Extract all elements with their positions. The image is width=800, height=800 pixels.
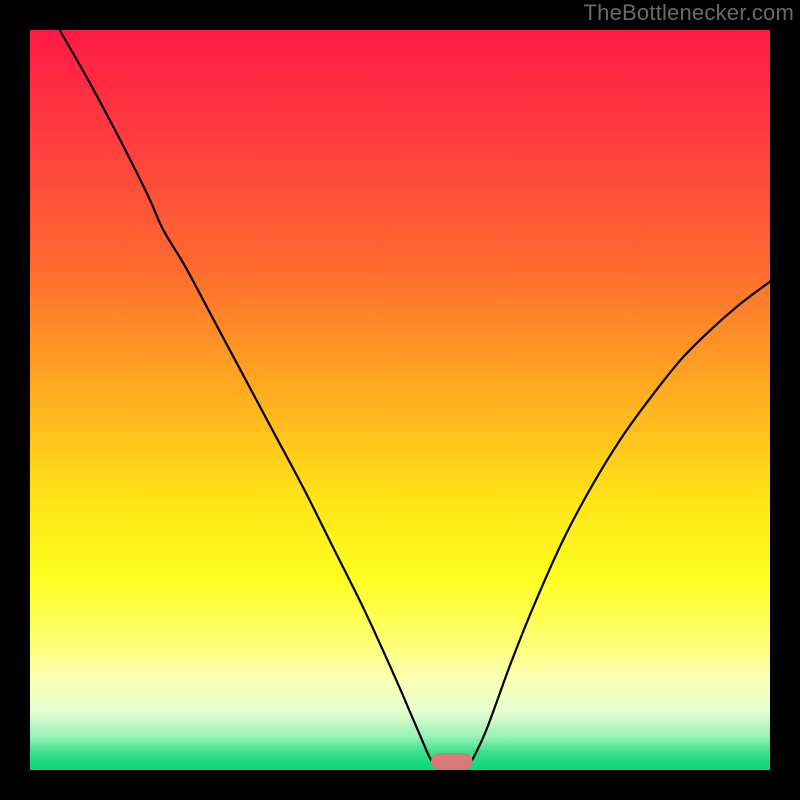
chart-container: TheBottlenecker.com <box>0 0 800 800</box>
watermark-text: TheBottlenecker.com <box>584 0 794 26</box>
bottleneck-chart <box>0 0 800 800</box>
bottleneck-marker <box>431 753 472 769</box>
